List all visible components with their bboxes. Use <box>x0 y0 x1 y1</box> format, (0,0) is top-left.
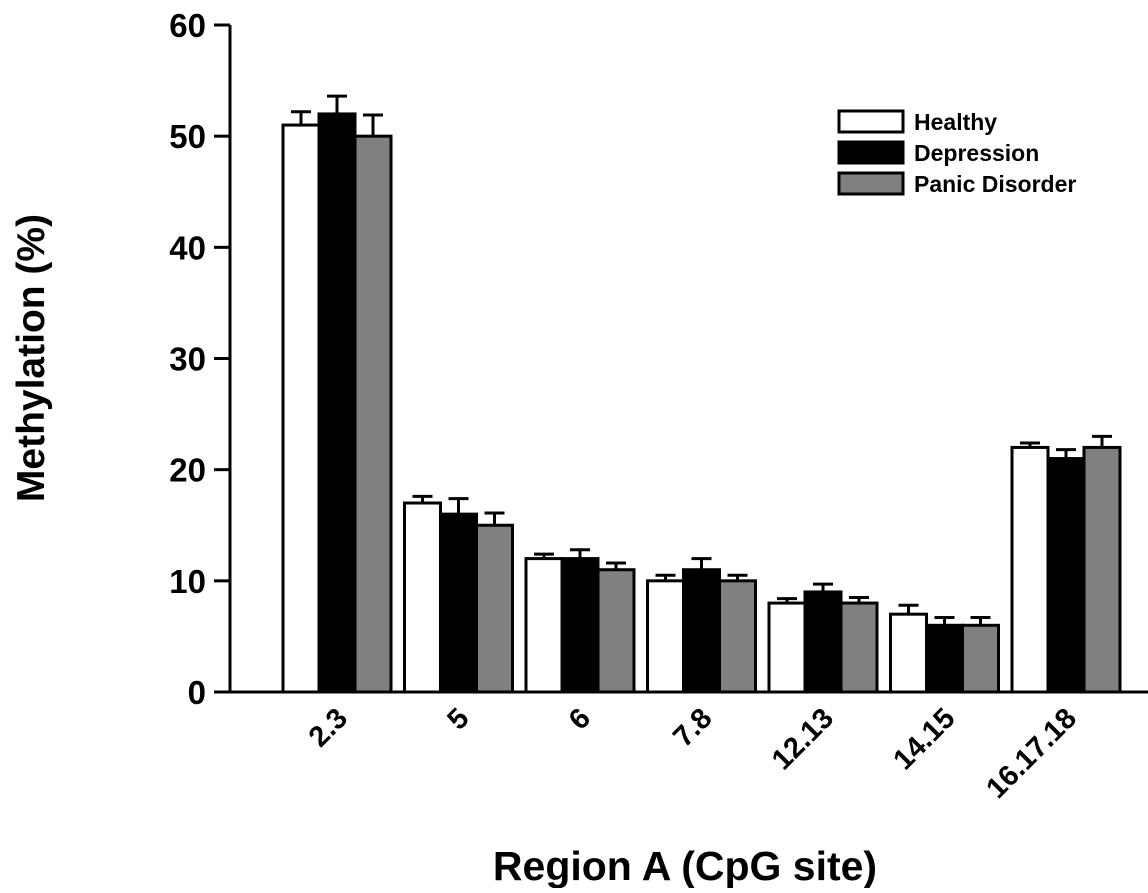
bar-depression <box>1046 457 1086 694</box>
x-tick-label: 12.13 <box>766 702 840 776</box>
bar-panic-disorder <box>596 568 636 694</box>
x-tick-label: 5 <box>441 702 475 736</box>
x-tick-label: 2.3 <box>303 702 354 753</box>
bar-depression <box>803 590 843 694</box>
bar-depression <box>560 557 600 694</box>
bar-healthy <box>767 601 807 694</box>
y-tick-label: 30 <box>169 341 206 378</box>
y-tick-label: 20 <box>169 452 206 489</box>
x-tick-label: 14.15 <box>888 702 962 776</box>
legend-swatch <box>837 171 905 196</box>
bar-depression <box>925 623 964 694</box>
y-tick-label: 60 <box>169 7 206 44</box>
legend-label: Panic Disorder <box>914 171 1076 197</box>
legend-swatch <box>837 109 905 134</box>
bar-depression <box>682 568 721 694</box>
y-tick-label: 10 <box>169 563 206 600</box>
bar-healthy <box>281 123 321 694</box>
bar-healthy <box>524 557 564 694</box>
legend-swatch <box>837 140 905 165</box>
x-tick-label: 7.8 <box>667 702 718 753</box>
bar-panic-disorder <box>961 623 1000 694</box>
legend-label: Depression <box>914 140 1039 166</box>
bar-healthy <box>403 501 442 694</box>
y-tick-label: 40 <box>169 229 206 266</box>
bar-depression <box>439 512 478 694</box>
bar-healthy <box>646 579 685 694</box>
y-tick-label: 50 <box>169 118 206 155</box>
legend: Healthy Depression Panic Disorder <box>837 109 1076 197</box>
y-tick-label: 0 <box>188 674 206 711</box>
bar-healthy <box>889 612 928 694</box>
x-tick-label: 16.17.18 <box>980 702 1082 804</box>
x-tick-label: 6 <box>563 702 597 736</box>
y-axis-label: Methylation (%) <box>10 214 53 502</box>
x-ticks: 2.3 5 6 7.8 12.13 14.15 16.17.18 <box>303 702 1083 804</box>
x-axis-label: Region A (CpG site) <box>493 843 877 888</box>
bar-healthy <box>1010 445 1050 694</box>
bar-panic-disorder <box>839 601 879 694</box>
bar-panic-disorder <box>1082 445 1122 694</box>
bar-panic-disorder <box>475 523 514 694</box>
bar-depression <box>317 112 357 694</box>
bar-panic-disorder <box>353 134 393 694</box>
bar-panic-disorder <box>718 579 757 694</box>
legend-label: Healthy <box>914 109 997 135</box>
y-ticks: 0 10 20 30 40 50 60 <box>169 7 230 711</box>
